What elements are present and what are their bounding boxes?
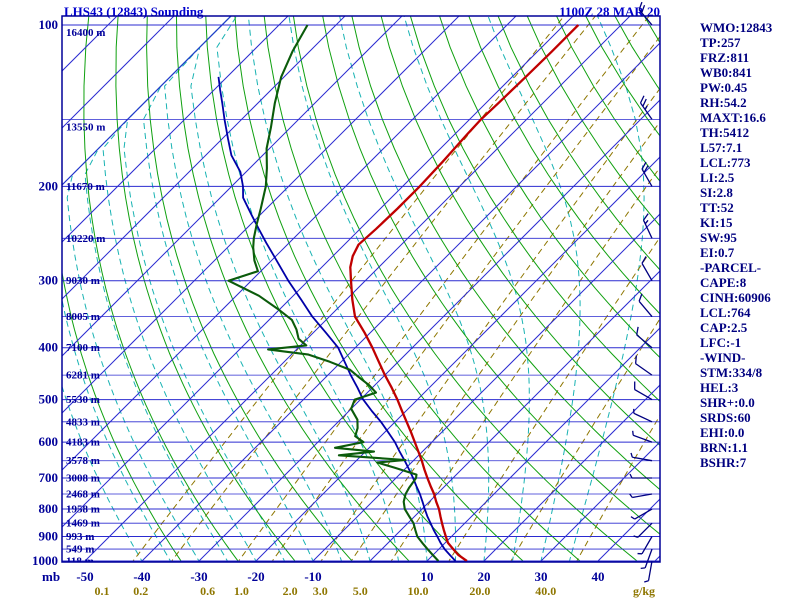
stats-line: CINH:60906 (700, 290, 771, 305)
temp-tick-label: -30 (190, 569, 207, 584)
stats-line: SRDS:60 (700, 410, 751, 425)
temp-tick-label: 30 (535, 569, 548, 584)
temperature-curve (349, 24, 580, 562)
mixing-ratio-label: 10.0 (407, 584, 428, 598)
height-label: 4183 m (66, 437, 100, 449)
pressure-unit-label: mb (42, 569, 61, 584)
stats-line: MAXT:16.6 (700, 110, 766, 125)
height-label: 1469 m (66, 518, 100, 530)
stats-line: LCL:773 (700, 155, 751, 170)
mixing-ratio-label: 40.0 (535, 584, 556, 598)
height-label: 9030 m (66, 275, 100, 287)
stats-line: EHI:0.0 (700, 425, 745, 440)
stats-line: BSHR:7 (700, 455, 747, 470)
mixing-ratio-label: 20.0 (469, 584, 490, 598)
pressure-tick-label: 200 (39, 178, 59, 193)
pressure-tick-label: 1000 (32, 553, 58, 568)
mixing-ratio-label: 0.1 (95, 584, 110, 598)
height-label: 549 m (66, 544, 94, 556)
mixing-unit-label: g/kg (633, 584, 656, 598)
stats-line: SW:95 (700, 230, 737, 245)
stats-line: -WIND- (700, 350, 746, 365)
height-label: 10220 m (66, 233, 105, 245)
stats-line: FRZ:811 (700, 50, 750, 65)
plot-border (61, 15, 661, 563)
stats-line: LI:2.5 (700, 170, 735, 185)
pressure-tick-label: 100 (39, 17, 59, 32)
pressure-tick-label: 400 (39, 340, 59, 355)
height-label: 16400 m (66, 27, 105, 39)
height-label: 13550 m (66, 121, 105, 133)
stats-panel: WMO:12843 TP:257 FRZ:811 WB0:841 PW:0.45 RH:5… (700, 20, 772, 470)
stats-line: HEL:3 (700, 380, 739, 395)
stats-line: EI:0.7 (700, 245, 735, 260)
stats-line: BRN:1.1 (700, 440, 749, 455)
pressure-tick-label: 800 (39, 501, 59, 516)
height-label: 11670 m (66, 181, 105, 193)
mixing-ratio-label: 0.2 (133, 584, 148, 598)
stats-line: TP:257 (700, 35, 741, 50)
dry-adiabats-layer (62, 16, 660, 562)
height-label: 5530 m (66, 394, 100, 406)
stats-line: RH:54.2 (700, 95, 747, 110)
temp-tick-label: -10 (304, 569, 321, 584)
wind-barbs (629, 1, 653, 583)
temp-tick-label: 40 (592, 569, 605, 584)
mixing-ratio-label: 3.0 (313, 584, 328, 598)
temp-tick-label: -40 (133, 569, 150, 584)
stats-line: KI:15 (700, 215, 733, 230)
stats-line: CAPE:8 (700, 275, 747, 290)
height-label: 118 m (66, 556, 94, 568)
pressure-tick-label: 600 (39, 434, 59, 449)
stats-line: PW:0.45 (700, 80, 748, 95)
height-label: 7100 m (66, 342, 100, 354)
stats-line: SHR+:0.0 (700, 395, 755, 410)
height-label: 3578 m (66, 455, 100, 467)
height-label: 3008 m (66, 472, 100, 484)
temp-tick-label: -50 (76, 569, 93, 584)
stats-line: SI:2.8 (700, 185, 733, 200)
mixing-ratio-label: 5.0 (353, 584, 368, 598)
isobars-layer (62, 24, 660, 562)
stats-line: L57:7.1 (700, 140, 743, 155)
pressure-tick-label: 700 (39, 470, 59, 485)
height-label: 8005 m (66, 311, 100, 323)
pressure-tick-label: 300 (39, 273, 59, 288)
stats-line: STM:334/8 (700, 365, 763, 380)
pressure-tick-label: 900 (39, 528, 59, 543)
mixing-ratio-label: 1.0 (234, 584, 249, 598)
stats-line: LFC:-1 (700, 335, 742, 350)
height-label: 6281 m (66, 370, 100, 382)
dewpoint-curve (227, 24, 440, 562)
stats-line: LCL:764 (700, 305, 751, 320)
mixing-ratio-label: 0.6 (200, 584, 215, 598)
stats-line: WB0:841 (700, 65, 752, 80)
temp-tick-label: 10 (421, 569, 434, 584)
stats-line: TH:5412 (700, 125, 750, 140)
mixing-ratio-layer (131, 16, 660, 562)
pressure-tick-label: 500 (39, 392, 59, 407)
height-label: 1958 m (66, 504, 100, 516)
stats-line: WMO:12843 (700, 20, 773, 35)
mixing-ratio-label: 2.0 (283, 584, 298, 598)
temp-tick-label: 20 (478, 569, 491, 584)
stats-line: -PARCEL- (700, 260, 762, 275)
stats-line: CAP:2.5 (700, 320, 748, 335)
wetbulb-curve (217, 76, 457, 562)
height-label: 2468 m (66, 489, 100, 501)
stats-line: TT:52 (700, 200, 734, 215)
plot-area: 16400 m 13550 m 11670 m 10220 m 9030 m 8005 m… (62, 16, 660, 568)
height-label: 4833 m (66, 416, 100, 428)
isotherms-layer (62, 16, 660, 562)
height-label: 993 m (66, 531, 94, 543)
temp-tick-label: -20 (247, 569, 264, 584)
